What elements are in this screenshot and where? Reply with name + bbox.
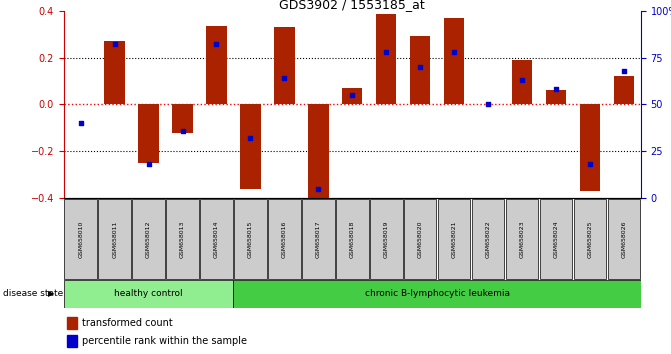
Bar — [546, 90, 566, 104]
Bar — [200, 199, 233, 279]
Text: GSM658024: GSM658024 — [554, 220, 558, 258]
Point — [143, 162, 154, 167]
Bar — [66, 317, 77, 329]
Point — [177, 128, 188, 133]
Bar — [308, 104, 329, 203]
Text: GSM658017: GSM658017 — [316, 220, 321, 258]
Bar — [166, 199, 199, 279]
Text: ▶: ▶ — [48, 289, 55, 298]
Text: GSM658010: GSM658010 — [79, 220, 83, 258]
Bar — [274, 27, 295, 104]
Bar — [376, 14, 397, 104]
Point — [517, 77, 527, 83]
Text: GSM658023: GSM658023 — [519, 220, 525, 258]
Text: disease state: disease state — [3, 289, 64, 298]
Point — [245, 135, 256, 141]
Bar — [234, 199, 267, 279]
Text: percentile rank within the sample: percentile rank within the sample — [83, 336, 247, 346]
Point — [482, 102, 493, 107]
Text: GSM658015: GSM658015 — [248, 220, 253, 258]
Bar — [437, 199, 470, 279]
Point — [279, 75, 290, 81]
Text: transformed count: transformed count — [83, 318, 173, 328]
Point — [381, 49, 392, 55]
Bar — [607, 199, 640, 279]
Bar — [370, 199, 403, 279]
Text: healthy control: healthy control — [114, 289, 183, 298]
Bar — [506, 199, 538, 279]
Bar — [268, 199, 301, 279]
Title: GDS3902 / 1553185_at: GDS3902 / 1553185_at — [279, 0, 425, 11]
Text: GSM658014: GSM658014 — [214, 220, 219, 258]
Text: GSM658011: GSM658011 — [112, 220, 117, 258]
Point — [551, 87, 562, 92]
Text: GSM658013: GSM658013 — [180, 220, 185, 258]
Text: GSM658018: GSM658018 — [350, 220, 355, 258]
Bar — [472, 199, 505, 279]
Text: GSM658012: GSM658012 — [146, 220, 151, 258]
Bar — [404, 199, 436, 279]
Bar — [410, 36, 430, 104]
Point — [75, 120, 86, 126]
Bar — [206, 26, 227, 104]
Bar — [138, 104, 159, 163]
Text: GSM658022: GSM658022 — [486, 220, 491, 258]
Bar — [234, 280, 641, 308]
Text: chronic B-lymphocytic leukemia: chronic B-lymphocytic leukemia — [364, 289, 510, 298]
Bar — [172, 104, 193, 133]
Bar — [342, 88, 362, 104]
Text: GSM658025: GSM658025 — [587, 220, 592, 258]
Bar — [444, 18, 464, 104]
Text: GSM658021: GSM658021 — [452, 220, 456, 258]
Point — [109, 41, 120, 47]
Bar — [539, 199, 572, 279]
Bar — [64, 280, 234, 308]
Bar — [336, 199, 368, 279]
Text: GSM658020: GSM658020 — [417, 220, 423, 258]
Bar — [64, 199, 97, 279]
Point — [415, 64, 425, 70]
Bar — [99, 199, 131, 279]
Text: GSM658026: GSM658026 — [621, 220, 626, 258]
Bar — [574, 199, 606, 279]
Text: GSM658016: GSM658016 — [282, 220, 287, 258]
Bar — [302, 199, 335, 279]
Point — [313, 186, 323, 192]
Bar — [580, 104, 600, 191]
Bar — [614, 76, 634, 104]
Point — [347, 92, 358, 98]
Point — [449, 49, 460, 55]
Bar — [66, 335, 77, 347]
Point — [619, 68, 629, 74]
Point — [584, 162, 595, 167]
Bar — [512, 60, 532, 104]
Point — [211, 41, 222, 47]
Bar — [105, 41, 125, 104]
Bar — [132, 199, 165, 279]
Bar — [240, 104, 260, 189]
Text: GSM658019: GSM658019 — [384, 220, 389, 258]
